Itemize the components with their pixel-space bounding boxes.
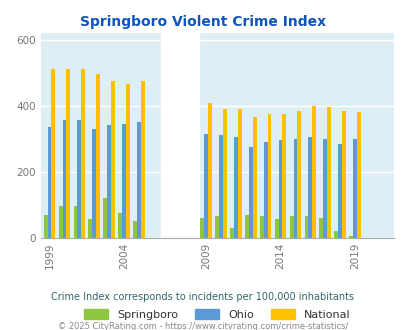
Bar: [126, 84, 130, 238]
Bar: [215, 216, 218, 238]
Bar: [337, 144, 341, 238]
Bar: [62, 120, 66, 238]
Bar: [218, 135, 222, 238]
Bar: [122, 124, 126, 238]
Bar: [107, 125, 111, 238]
Text: © 2025 CityRating.com - https://www.cityrating.com/crime-statistics/: © 2025 CityRating.com - https://www.city…: [58, 322, 347, 330]
Bar: [81, 69, 85, 238]
Bar: [334, 231, 337, 238]
Bar: [244, 214, 248, 238]
Bar: [200, 218, 204, 238]
Bar: [267, 114, 271, 238]
Bar: [296, 111, 301, 238]
Bar: [289, 216, 293, 238]
Bar: [322, 139, 326, 238]
Bar: [356, 112, 360, 238]
Bar: [259, 216, 263, 238]
Bar: [282, 114, 286, 238]
Text: Crime Index corresponds to incidents per 100,000 inhabitants: Crime Index corresponds to incidents per…: [51, 292, 354, 302]
Bar: [263, 142, 267, 238]
Bar: [230, 228, 233, 238]
Bar: [58, 206, 62, 238]
Bar: [352, 139, 356, 238]
Bar: [204, 134, 207, 238]
Bar: [248, 147, 252, 238]
Bar: [161, 33, 198, 238]
Legend: Springboro, Ohio, National: Springboro, Ohio, National: [79, 305, 354, 324]
Bar: [304, 216, 308, 238]
Bar: [233, 137, 237, 238]
Bar: [274, 219, 278, 238]
Bar: [341, 111, 345, 238]
Bar: [88, 219, 92, 238]
Bar: [326, 107, 330, 238]
Bar: [348, 236, 352, 238]
Bar: [141, 81, 145, 238]
Bar: [319, 218, 322, 238]
Bar: [222, 109, 226, 238]
Bar: [96, 74, 100, 238]
Bar: [252, 117, 256, 238]
Bar: [111, 81, 115, 238]
Bar: [66, 69, 70, 238]
Bar: [278, 140, 282, 238]
Bar: [308, 137, 311, 238]
Bar: [51, 69, 55, 238]
Bar: [92, 129, 96, 238]
Bar: [133, 221, 137, 238]
Bar: [207, 103, 211, 238]
Bar: [237, 109, 241, 238]
Bar: [47, 127, 51, 238]
Bar: [73, 206, 77, 238]
Bar: [44, 214, 47, 238]
Text: Springboro Violent Crime Index: Springboro Violent Crime Index: [80, 15, 325, 29]
Bar: [103, 198, 107, 238]
Bar: [311, 106, 315, 238]
Bar: [293, 139, 296, 238]
Bar: [118, 213, 122, 238]
Bar: [137, 122, 141, 238]
Bar: [77, 120, 81, 238]
